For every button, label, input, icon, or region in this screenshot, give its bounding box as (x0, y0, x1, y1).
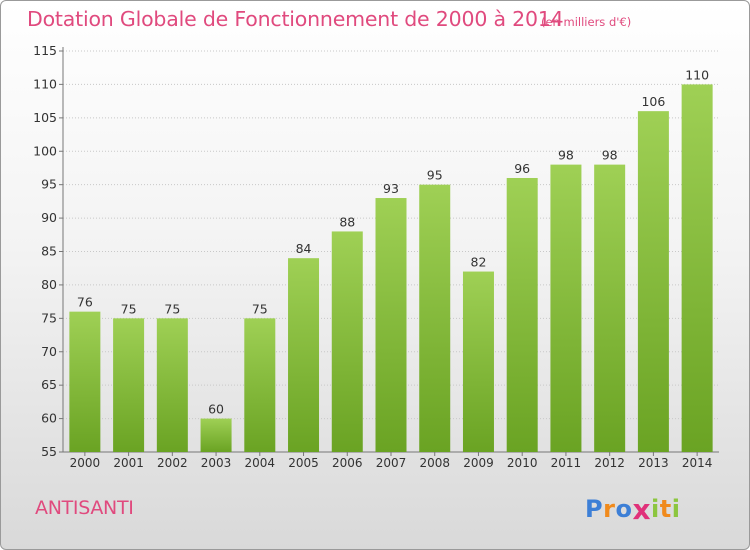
value-label-2009: 82 (471, 255, 487, 270)
x-tick-label-2005: 2005 (288, 456, 319, 470)
bar-2009 (462, 271, 494, 452)
bar-2007 (375, 198, 407, 452)
bar-2004 (244, 318, 276, 452)
y-tick-label: 100 (33, 143, 57, 158)
value-labels: 76 75 75 60 75 84 88 93 95 82 96 98 98 106 110 (77, 67, 709, 416)
value-label-2000: 76 (77, 295, 93, 310)
x-tick-label-2009: 2009 (463, 456, 494, 470)
value-label-2004: 75 (252, 301, 268, 316)
x-tick-label-2010: 2010 (507, 456, 538, 470)
bar-2006 (331, 231, 363, 452)
x-tick-label-2014: 2014 (682, 456, 713, 470)
y-tick-label: 55 (41, 444, 57, 459)
value-label-2003: 60 (208, 402, 224, 417)
logo-letter: o (615, 495, 633, 523)
value-label-2005: 84 (296, 241, 312, 256)
x-tick-label-2000: 2000 (70, 456, 101, 470)
y-tick-label: 115 (33, 43, 57, 58)
bars (69, 84, 713, 453)
bar-2012 (594, 164, 626, 452)
x-tick-label-2008: 2008 (419, 456, 450, 470)
x-tick-label-2012: 2012 (594, 456, 625, 470)
chart-title: Dotation Globale de Fonctionnement de 20… (27, 7, 564, 31)
x-tick-label-2006: 2006 (332, 456, 363, 470)
x-tick-label-2001: 2001 (113, 456, 144, 470)
x-tick-labels: 2000 2001 2002 2003 2004 2005 2006 2007 2008 2009… (70, 452, 713, 470)
logo-letter: x (632, 493, 651, 526)
bar-2008 (419, 184, 451, 452)
y-tick-label: 95 (41, 177, 57, 192)
bar-2000 (69, 311, 101, 452)
value-label-2006: 88 (339, 214, 355, 229)
y-tick-label: 110 (33, 76, 57, 91)
logo-letter: i (671, 495, 681, 523)
y-tick-label: 80 (41, 277, 57, 292)
bar-2010 (506, 177, 538, 452)
x-tick-label-2011: 2011 (551, 456, 582, 470)
y-tick-label: 85 (41, 244, 57, 259)
bar-2013 (637, 111, 669, 453)
bar-2003 (200, 418, 232, 452)
y-tick-label: 60 (41, 411, 57, 426)
y-tick-label: 90 (41, 210, 57, 225)
value-label-2011: 98 (558, 148, 574, 163)
value-label-2001: 75 (121, 301, 137, 316)
y-tick-label: 65 (41, 377, 57, 392)
y-tick-label: 70 (41, 344, 57, 359)
y-tick-label: 105 (33, 110, 57, 125)
value-label-2014: 110 (685, 67, 709, 82)
chart-unit-note: (en milliers d'€) (541, 15, 632, 29)
logo-letter: r (603, 495, 616, 523)
x-tick-label-2004: 2004 (245, 456, 276, 470)
x-tick-label-2002: 2002 (157, 456, 188, 470)
value-label-2012: 98 (602, 148, 618, 163)
bar-2014 (681, 84, 713, 453)
value-label-2007: 93 (383, 181, 399, 196)
value-label-2008: 95 (427, 168, 443, 183)
value-label-2010: 96 (514, 161, 530, 176)
commune-name: ANTISANTI (35, 497, 134, 519)
logo-letter: t (659, 495, 672, 523)
bar-2011 (550, 164, 582, 452)
proxiti-logo[interactable]: Proxiti (585, 491, 681, 526)
bar-2001 (113, 318, 145, 452)
bar-2005 (288, 258, 320, 452)
bar-2002 (156, 318, 188, 452)
logo-letter: P (585, 495, 604, 523)
x-tick-label-2003: 2003 (201, 456, 232, 470)
x-tick-label-2013: 2013 (638, 456, 669, 470)
y-tick-labels: 55 60 65 70 75 80 85 90 95 100 105 110 115 (33, 43, 57, 459)
value-label-2013: 106 (641, 94, 665, 109)
x-tick-label-2007: 2007 (376, 456, 407, 470)
logo-letter: i (651, 495, 660, 523)
y-tick-label: 75 (41, 310, 57, 325)
value-label-2002: 75 (164, 301, 180, 316)
